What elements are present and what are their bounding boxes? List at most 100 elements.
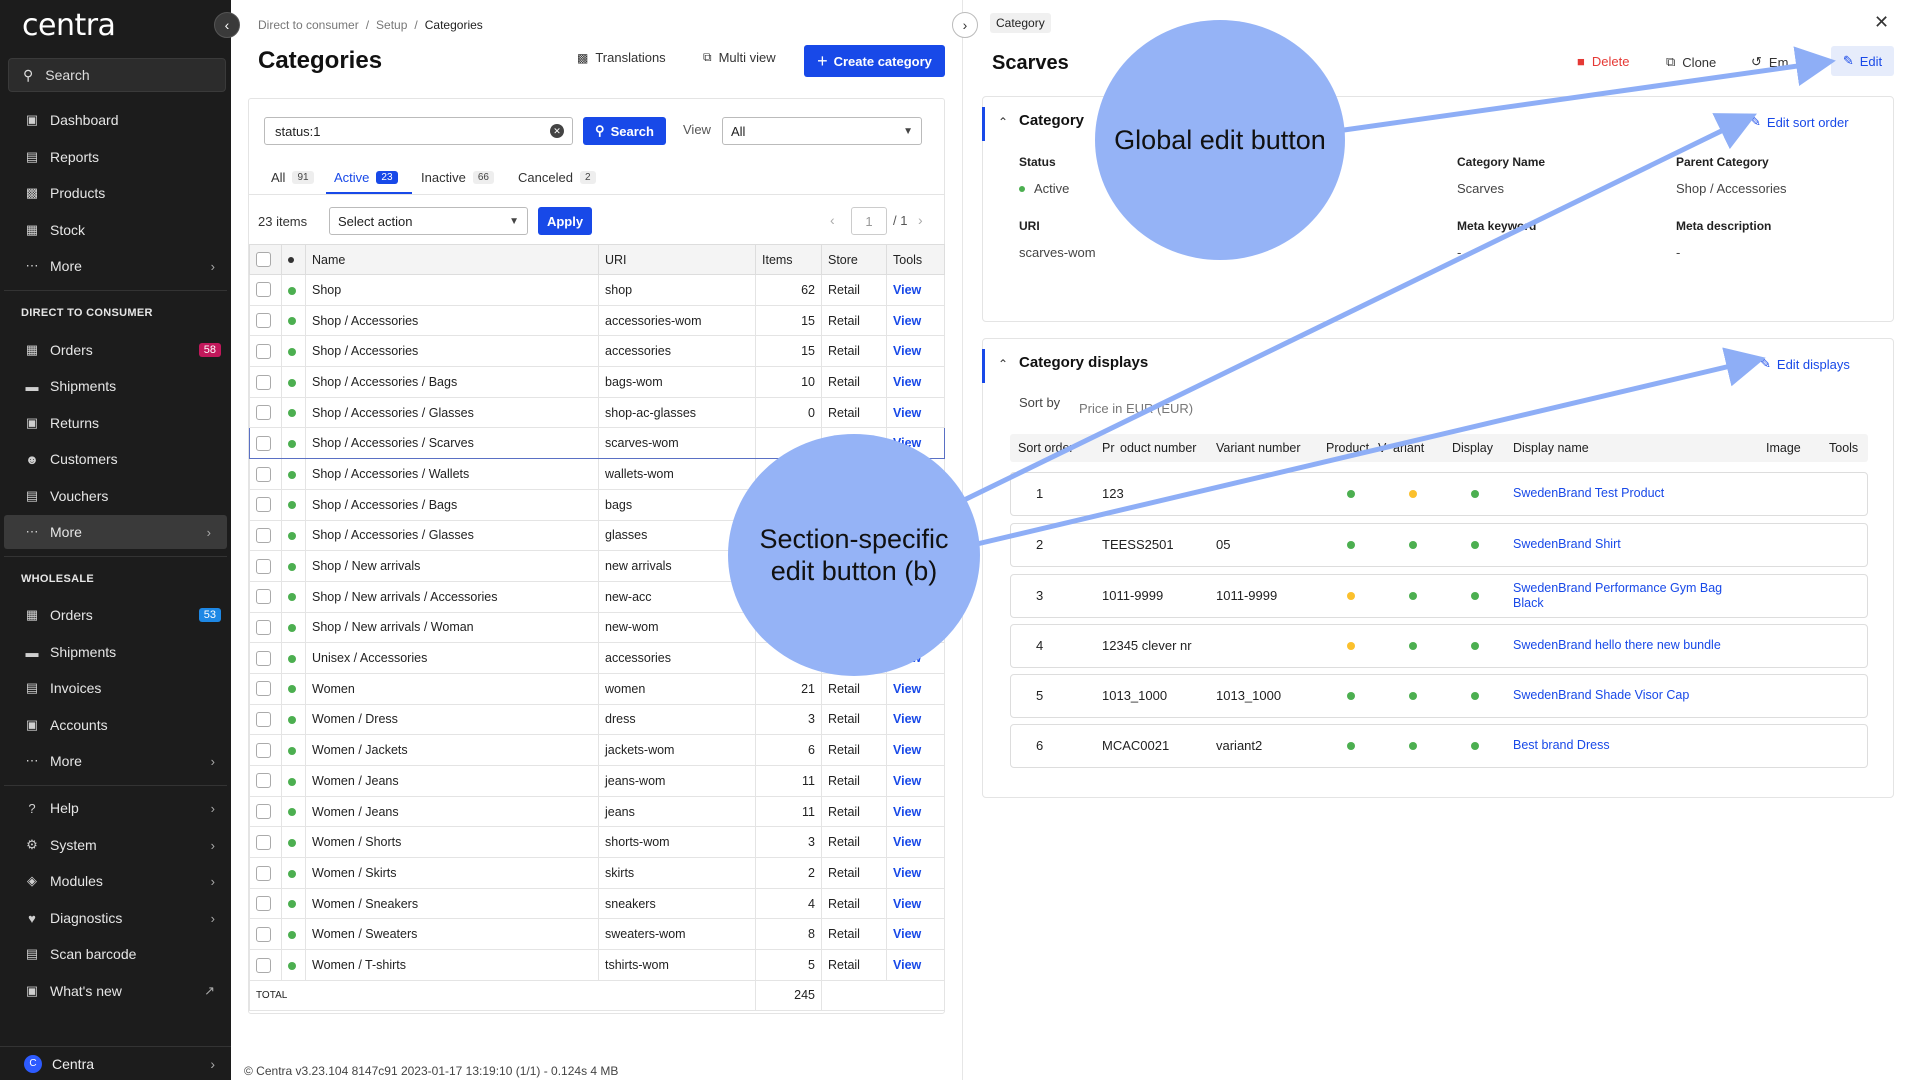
row-select-cell[interactable] — [249, 580, 282, 613]
column-header-uri[interactable]: URI — [598, 244, 756, 275]
edit-displays-button[interactable]: ✎ Edit displays — [1760, 356, 1850, 372]
row-checkbox[interactable] — [256, 589, 271, 605]
expand-panel-button[interactable]: › — [952, 12, 978, 38]
row-checkbox[interactable] — [256, 865, 271, 881]
next-page-icon[interactable]: › — [918, 212, 923, 228]
row-checkbox[interactable] — [256, 650, 271, 666]
view-link[interactable]: View — [893, 743, 922, 758]
view-link[interactable]: View — [893, 374, 922, 389]
table-row[interactable]: Women / Sneakers sneakers 4 Retail View — [249, 887, 945, 920]
table-row[interactable]: Women / T-shirts tshirts-wom 5 Retail View — [249, 949, 945, 981]
sidebar-item-more[interactable]: ⋯ More › — [0, 249, 231, 283]
sort-by-value[interactable]: Price in EUR (EUR) — [1079, 401, 1194, 416]
sidebar-item-scan-barcode[interactable]: ▤ Scan barcode — [0, 937, 231, 971]
row-checkbox[interactable] — [256, 834, 271, 850]
row-select-cell[interactable] — [249, 703, 282, 736]
table-row[interactable]: Women / Sweaters sweaters-wom 8 Retail View — [249, 918, 945, 951]
collapse-caret-icon[interactable]: ⌃ — [998, 115, 1009, 129]
row-checkbox[interactable] — [256, 435, 271, 451]
centra-logo[interactable]: centra — [22, 8, 116, 43]
display-row[interactable] — [1010, 674, 1868, 718]
sidebar-item-system[interactable]: ⚙ System › — [0, 828, 231, 862]
sidebar-item-diagnostics[interactable]: ♥ Diagnostics › — [0, 901, 231, 935]
row-checkbox[interactable] — [256, 558, 271, 574]
clone-button[interactable]: ⧉ Clone — [1666, 54, 1716, 70]
column-header-items[interactable]: Items — [755, 244, 822, 275]
row-select-cell[interactable] — [249, 550, 282, 582]
breadcrumb-direct-to-consumer[interactable]: Direct to consumer — [258, 18, 359, 32]
row-select-cell[interactable] — [249, 488, 282, 521]
row-checkbox[interactable] — [256, 773, 271, 789]
sidebar-item-modules[interactable]: ◈ Modules › — [0, 864, 231, 898]
row-select-cell[interactable] — [249, 918, 282, 951]
sidebar-item-stock[interactable]: ▦ Stock — [0, 213, 231, 247]
view-link[interactable]: View — [893, 896, 922, 911]
view-link[interactable]: View — [893, 681, 922, 696]
multi-view-button[interactable]: ⧉ Multi view — [703, 50, 776, 65]
row-checkbox[interactable] — [256, 681, 271, 697]
row-select-cell[interactable] — [249, 335, 282, 368]
create-category-button[interactable]: + Create category — [804, 45, 945, 77]
row-select-cell[interactable] — [249, 826, 282, 859]
view-link[interactable]: View — [893, 773, 922, 788]
view-link[interactable]: View — [893, 835, 922, 850]
tab-all[interactable]: All 91 — [271, 170, 314, 185]
display-name-link[interactable]: SwedenBrand Test Product — [1513, 486, 1665, 500]
sidebar-footer-account[interactable]: C Centra › — [0, 1046, 231, 1080]
row-checkbox[interactable] — [256, 620, 271, 635]
row-select-cell[interactable] — [249, 857, 282, 889]
sidebar-item-products[interactable]: ▩ Products — [0, 176, 231, 210]
row-checkbox[interactable] — [256, 282, 271, 298]
row-select-cell[interactable] — [249, 366, 282, 398]
clear-filter-icon[interactable]: ✕ — [550, 124, 564, 138]
row-checkbox[interactable] — [256, 497, 271, 513]
sidebar-item-returns[interactable]: ▣ Returns — [0, 406, 231, 440]
sidebar-item-whats-new[interactable]: ▣ What's new ↗ — [0, 974, 231, 1008]
display-name-link[interactable]: SwedenBrand hello there new bundle — [1513, 638, 1721, 652]
display-row[interactable] — [1010, 624, 1868, 668]
row-select-cell[interactable] — [249, 427, 282, 460]
view-link[interactable]: View — [893, 313, 922, 328]
select-all-cell[interactable] — [249, 244, 282, 275]
row-select-cell[interactable] — [249, 795, 282, 828]
table-row[interactable]: Women / Dress dress 3 Retail View — [249, 703, 945, 736]
column-header-name[interactable]: Name — [305, 244, 599, 275]
page-input[interactable]: 1 — [851, 207, 887, 235]
sidebar-item-invoices[interactable]: ▤ Invoices — [0, 671, 231, 705]
display-name-link[interactable]: SwedenBrand Performance Gym Bag Black — [1513, 581, 1723, 610]
table-row[interactable]: Women / Jeans jeans-wom 11 Retail View — [249, 765, 945, 797]
row-checkbox[interactable] — [256, 405, 271, 421]
row-checkbox[interactable] — [256, 957, 271, 973]
row-select-cell[interactable] — [249, 734, 282, 766]
column-header-store[interactable]: Store — [821, 244, 887, 275]
global-edit-button[interactable]: ✎ Edit — [1831, 46, 1894, 76]
sidebar-item-customers[interactable]: ☻ Customers — [0, 442, 231, 476]
select-all-checkbox[interactable] — [256, 252, 271, 268]
display-name-link[interactable]: SwedenBrand Shirt — [1513, 537, 1621, 551]
table-row[interactable]: Shop / Accessories accessories 15 Retail Vie… — [249, 335, 945, 368]
row-checkbox[interactable] — [256, 466, 271, 482]
row-select-cell[interactable] — [249, 611, 282, 644]
breadcrumb-setup[interactable]: Setup — [376, 18, 408, 32]
view-link[interactable]: View — [893, 282, 922, 297]
table-row[interactable]: Shop / Accessories accessories-wom 15 Retai… — [249, 304, 945, 337]
row-checkbox[interactable] — [256, 374, 271, 390]
tab-inactive[interactable]: Inactive 66 — [421, 170, 494, 185]
view-link[interactable]: View — [893, 865, 922, 880]
row-checkbox[interactable] — [256, 742, 271, 758]
collapse-caret-icon[interactable]: ⌃ — [998, 357, 1009, 371]
row-checkbox[interactable] — [256, 804, 271, 820]
view-link[interactable]: View — [893, 927, 922, 942]
table-row[interactable]: Shop shop 62 Retail View — [249, 274, 945, 306]
view-link[interactable]: View — [893, 344, 922, 359]
row-checkbox[interactable] — [256, 313, 271, 329]
sidebar-item-dtc-more[interactable]: ⋯ More › — [4, 515, 227, 549]
display-row[interactable] — [1010, 724, 1868, 768]
sidebar-item-dashboard[interactable]: ▣ Dashboard — [0, 103, 231, 137]
sidebar-item-shipments[interactable]: ▬ Shipments — [0, 369, 231, 403]
table-row[interactable]: Women women 21 Retail View — [249, 672, 945, 705]
row-select-cell[interactable] — [249, 642, 282, 674]
row-checkbox[interactable] — [256, 527, 271, 543]
bulk-action-select[interactable]: Select action ▼ — [329, 207, 528, 235]
view-link[interactable]: View — [893, 957, 922, 972]
